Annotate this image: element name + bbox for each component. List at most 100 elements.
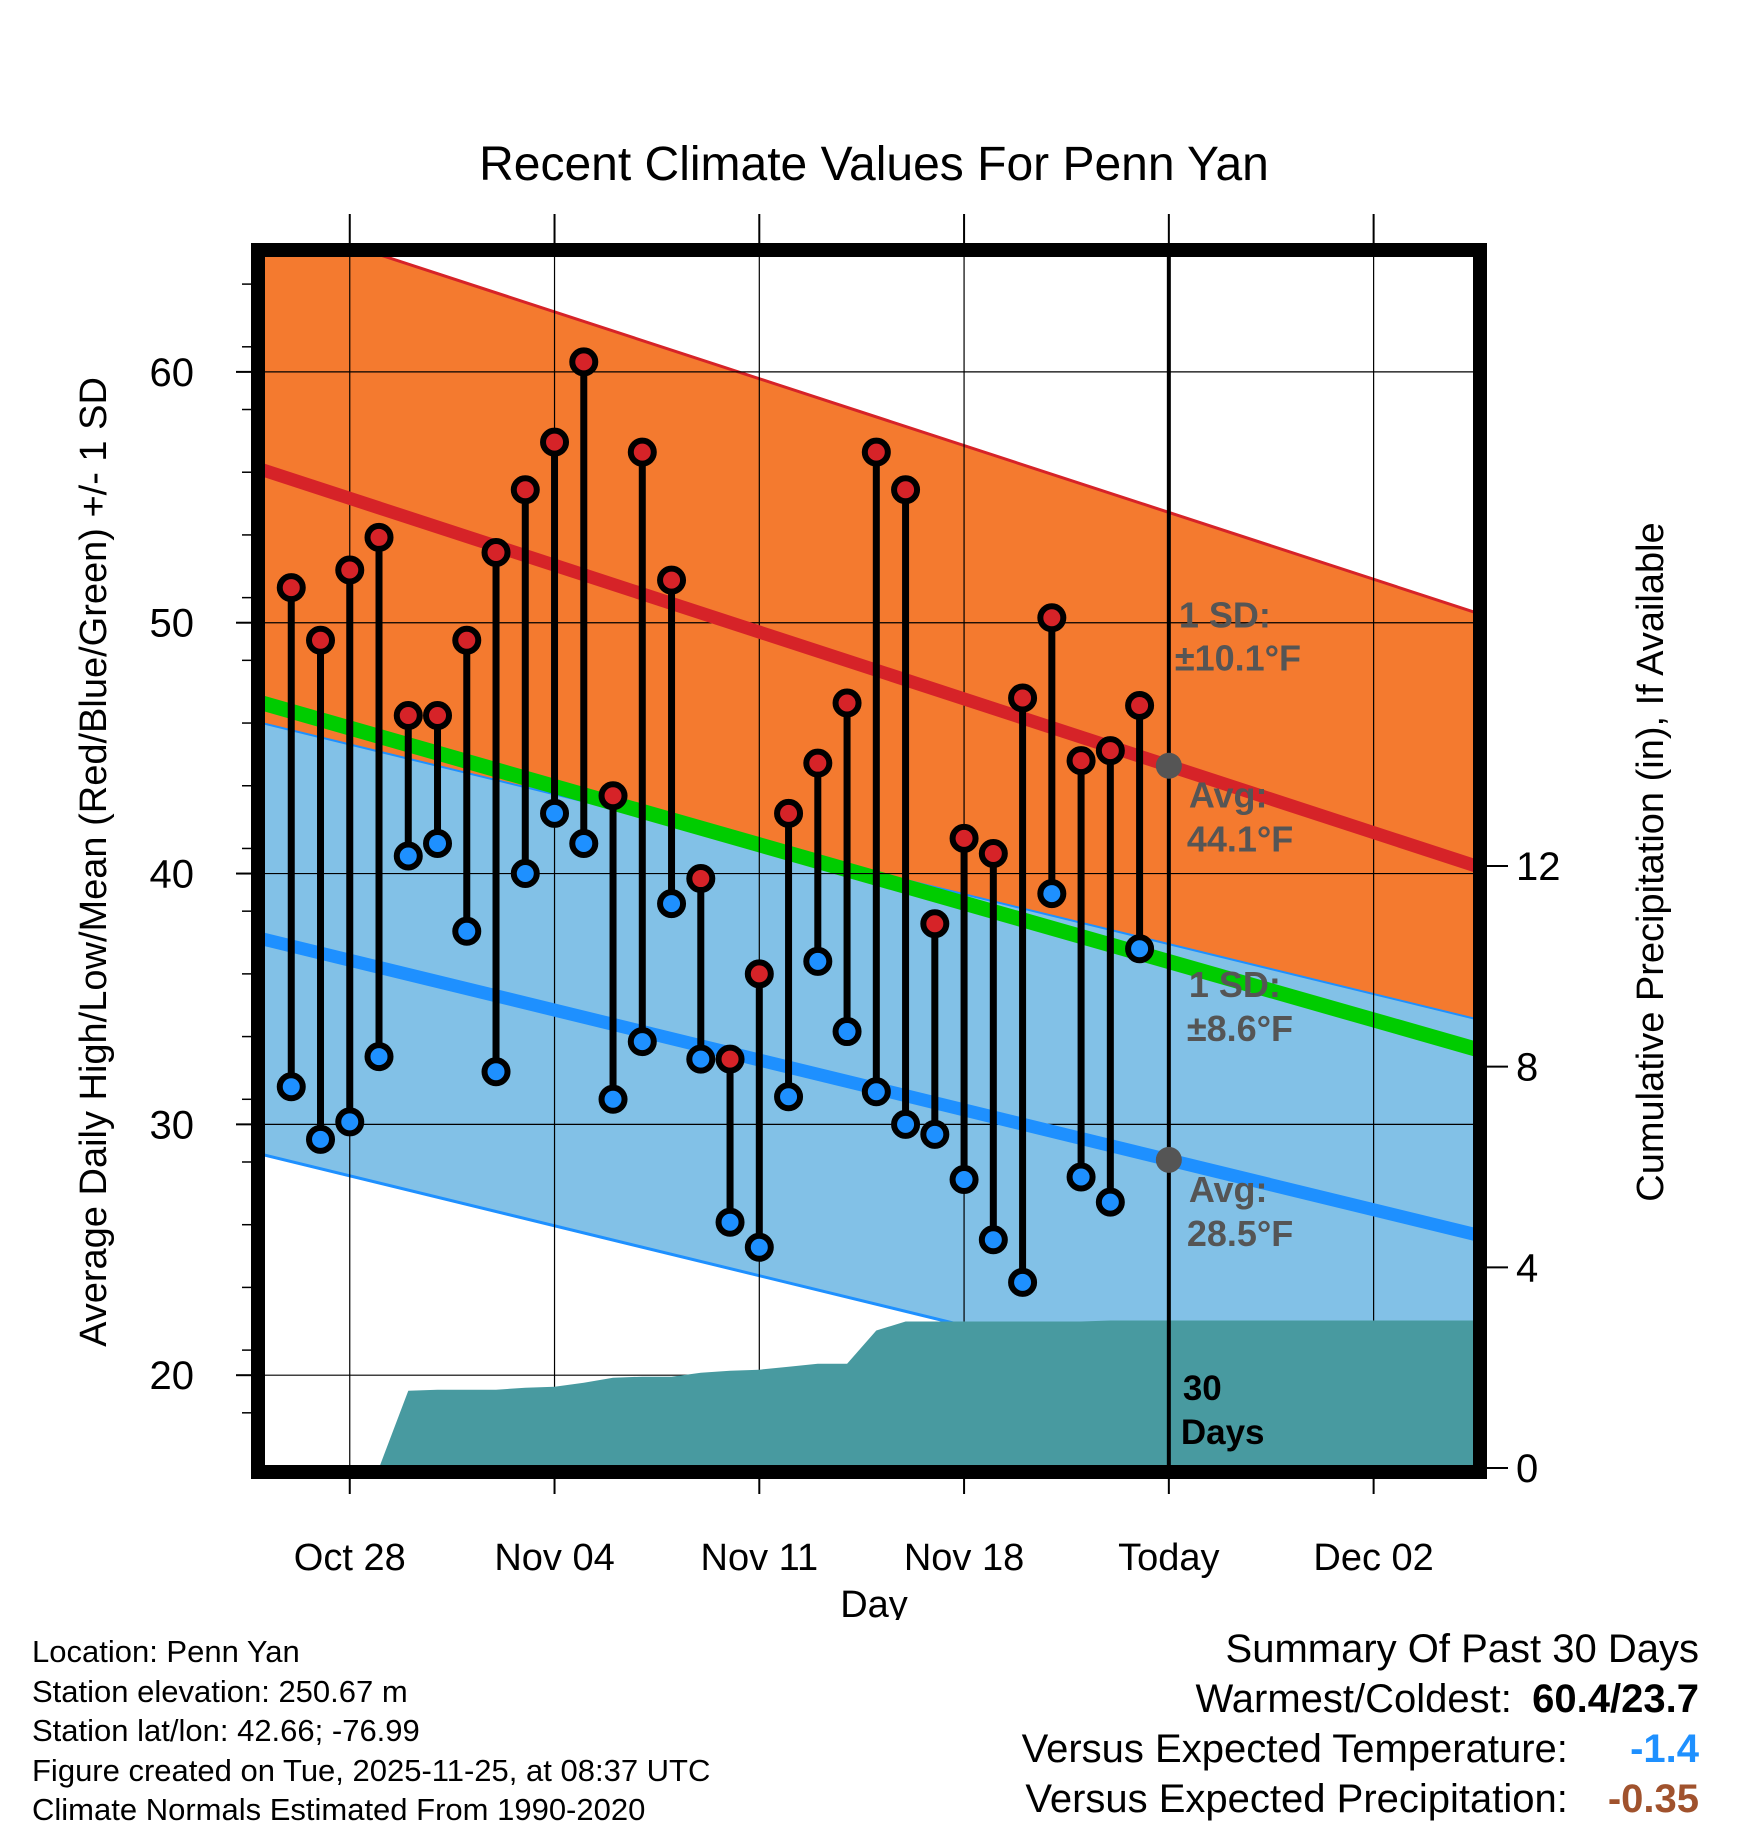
precip-value: -0.35 (1607, 1777, 1699, 1821)
temp-value: -1.4 (1630, 1727, 1699, 1771)
period-unit: Days (1181, 1413, 1265, 1452)
observed-low-point (891, 1109, 921, 1139)
observed-high-point (803, 748, 833, 778)
observed-low-point (276, 1072, 306, 1102)
warm-cold-value: 60.4/23.7 (1532, 1677, 1699, 1721)
info-normals: Climate Normals Estimated From 1990-2020 (32, 1792, 646, 1827)
observed-low-point (335, 1107, 365, 1137)
observed-low-point (423, 828, 453, 858)
station-info: Location: Penn Yan Station elevation: 25… (32, 1632, 710, 1830)
low-avg-value: 28.5°F (1187, 1213, 1293, 1254)
observed-high-point (686, 864, 716, 894)
y-tick-label-left: 60 (150, 351, 195, 395)
observed-high-point (978, 838, 1008, 868)
y-axis-label-right: Cumulative Precipitation (in), If Availa… (1630, 522, 1672, 1201)
observed-low-point (598, 1084, 628, 1114)
summary-warm-cold: Warmest/Coldest: 60.4/23.7 (1022, 1674, 1700, 1724)
observed-low-point (1095, 1187, 1125, 1217)
temp-label: Versus Expected Temperature: (1021, 1727, 1568, 1771)
observed-high-point (335, 555, 365, 585)
climate-chart: Recent Climate Values For Penn Yan 1 SD:… (73, 138, 1672, 1620)
precip-label: Versus Expected Precipitation: (1025, 1777, 1568, 1821)
observed-low-point (657, 889, 687, 919)
info-created: Figure created on Tue, 2025-11-25, at 08… (32, 1752, 711, 1788)
x-axis-label: Day (840, 1584, 908, 1620)
observed-low-point (306, 1124, 336, 1154)
observed-high-point (393, 701, 423, 731)
today-high-avg-marker (1155, 752, 1182, 779)
observed-high-point (276, 573, 306, 603)
observed-low-point (715, 1207, 745, 1237)
observed-high-point (627, 437, 657, 467)
observed-high-point (306, 625, 336, 655)
y-tick-label-left: 30 (150, 1103, 195, 1147)
y-tick-label-left: 40 (150, 853, 195, 897)
observed-high-point (510, 475, 540, 505)
observed-high-point (540, 427, 570, 457)
low-sd-label: 1 SD: (1189, 964, 1281, 1005)
observed-high-point (744, 959, 774, 989)
high-sd-label: 1 SD: (1179, 594, 1271, 635)
y-tick-label-right: 4 (1516, 1246, 1538, 1290)
observed-high-point (861, 437, 891, 467)
today-low-avg-marker (1155, 1146, 1182, 1173)
observed-high-point (891, 475, 921, 505)
low-avg-label: Avg: (1189, 1169, 1268, 1210)
chart-title: Recent Climate Values For Penn Yan (479, 138, 1269, 191)
observed-high-point (1125, 690, 1155, 720)
observed-low-point (744, 1232, 774, 1262)
observed-low-point (861, 1077, 891, 1107)
observed-low-point (627, 1027, 657, 1057)
observed-high-point (774, 798, 804, 828)
observed-low-point (452, 916, 482, 946)
y-tick-label-left: 20 (150, 1354, 195, 1398)
observed-low-point (920, 1119, 950, 1149)
observed-high-point (1066, 746, 1096, 776)
observed-high-point (949, 823, 979, 853)
observed-low-point (1037, 879, 1067, 909)
period-number: 30 (1183, 1369, 1222, 1408)
x-tick-label: Nov 18 (904, 1537, 1024, 1579)
observed-high-point (657, 565, 687, 595)
x-tick-label: Oct 28 (294, 1537, 406, 1579)
observed-low-point (569, 828, 599, 858)
observed-high-point (598, 781, 628, 811)
observed-high-point (920, 909, 950, 939)
x-tick-label: Nov 04 (494, 1537, 614, 1579)
observed-low-point (393, 841, 423, 871)
observed-low-point (1066, 1162, 1096, 1192)
info-location: Location: Penn Yan (32, 1634, 300, 1669)
observed-low-point (832, 1017, 862, 1047)
warm-cold-label: Warmest/Coldest: (1195, 1677, 1512, 1721)
observed-low-point (1125, 934, 1155, 964)
observed-high-point (1008, 683, 1038, 713)
observed-high-point (1095, 736, 1125, 766)
observed-low-point (978, 1225, 1008, 1255)
observed-high-point (452, 625, 482, 655)
observed-low-point (686, 1044, 716, 1074)
observed-low-point (510, 859, 540, 889)
observed-high-point (1037, 603, 1067, 633)
x-tick-label: Nov 11 (701, 1537, 819, 1579)
summary-panel: Summary Of Past 30 Days Warmest/Coldest:… (1022, 1624, 1699, 1824)
summary-temp: Versus Expected Temperature: -1.4 (1022, 1724, 1699, 1774)
observed-high-point (481, 537, 511, 567)
observed-low-point (540, 798, 570, 828)
plot-frame (251, 243, 1487, 1479)
info-elevation: Station elevation: 250.67 m (32, 1673, 408, 1709)
cumulative-precip-area (262, 1320, 1476, 1468)
observed-high-point (423, 701, 453, 731)
info-latlon: Station lat/lon: 42.66; -76.99 (32, 1713, 420, 1748)
y-tick-label-right: 12 (1516, 845, 1561, 889)
high-avg-label: Avg: (1189, 775, 1268, 816)
x-tick-label: Today (1118, 1537, 1219, 1579)
observed-low-point (803, 946, 833, 976)
high-upper-edge (372, 254, 1476, 615)
observed-low-point (481, 1057, 511, 1087)
observed-low-point (1008, 1267, 1038, 1297)
high-sd-value: ±10.1°F (1175, 637, 1301, 678)
high-avg-value: 44.1°F (1187, 819, 1293, 860)
y-tick-label-right: 8 (1516, 1046, 1538, 1090)
observed-low-point (774, 1082, 804, 1112)
observed-low-point (949, 1165, 979, 1195)
